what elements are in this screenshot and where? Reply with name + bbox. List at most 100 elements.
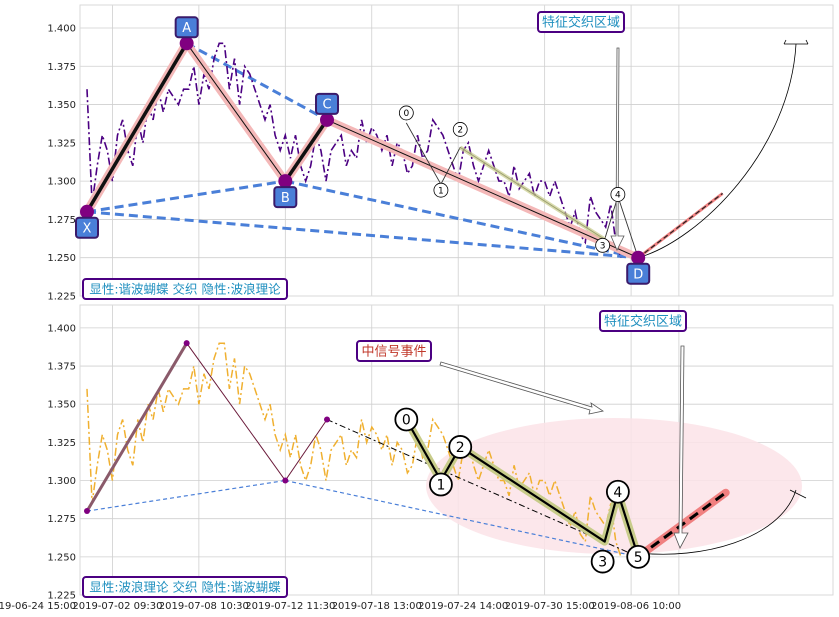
wave-label-0: 0 bbox=[394, 407, 419, 432]
wave-label-2-circle bbox=[448, 435, 473, 459]
pattern-label-a: A bbox=[174, 16, 199, 39]
pattern-label-b: B bbox=[273, 186, 298, 209]
price-series-line bbox=[86, 342, 622, 558]
pattern-point-dot bbox=[631, 250, 646, 265]
wave-label-5-text: 5 bbox=[634, 550, 643, 566]
pattern-label-b-text: B bbox=[281, 191, 290, 206]
projection-curve bbox=[638, 43, 797, 259]
pattern-label-d-box bbox=[626, 262, 651, 285]
pattern-label-b-box bbox=[273, 186, 298, 209]
y-tick-label: 1.400 bbox=[47, 323, 76, 334]
pattern-label-d: D bbox=[626, 262, 651, 285]
price-series-line bbox=[86, 42, 622, 258]
y-tick-label: 1.300 bbox=[47, 476, 76, 487]
plot-frame bbox=[79, 4, 834, 297]
zone-arrow bbox=[610, 47, 625, 251]
pattern-label-x-box bbox=[75, 216, 99, 239]
pattern-leg bbox=[186, 43, 286, 182]
pattern-label-d-text: D bbox=[633, 267, 643, 282]
pattern-point-dot bbox=[84, 508, 90, 515]
wave-label-4-text: 4 bbox=[613, 485, 622, 501]
pattern-point-dot bbox=[320, 112, 335, 127]
pattern-label-a-box bbox=[174, 16, 199, 39]
y-tick-label: 1.275 bbox=[47, 215, 76, 226]
y-tick-label: 1.325 bbox=[47, 138, 76, 149]
pattern-point-dot bbox=[282, 477, 289, 484]
signal-label: 中信号事件 bbox=[356, 340, 432, 362]
wave-label-0-text: 0 bbox=[403, 109, 409, 119]
x-tick-label: 2019-06-24 15:00 bbox=[0, 601, 76, 612]
wave-label-3-circle bbox=[590, 549, 615, 574]
pattern-label-c: C bbox=[315, 92, 340, 115]
y-tick-label: 1.225 bbox=[47, 292, 76, 303]
zone-label-top-box bbox=[537, 11, 625, 33]
pattern-point-dot bbox=[324, 416, 331, 423]
wave-path bbox=[405, 418, 640, 558]
pattern-label-c-box bbox=[315, 92, 340, 115]
zone-label-top-text: 特征交织区域 bbox=[542, 15, 620, 31]
panel-top-axes: 1.225 1.250 1.275 1.300 1.325 1.350 1.375 1.400 bbox=[47, 4, 834, 303]
zone-label-bottom-box bbox=[599, 310, 687, 332]
y-tick-label: 1.300 bbox=[47, 177, 76, 188]
y-tick-label: 1.250 bbox=[47, 253, 76, 264]
x-tick-label: 2019-07-30 15:00 bbox=[505, 601, 595, 612]
wave-label-2: 2 bbox=[448, 435, 473, 459]
pattern-label-c-text: C bbox=[322, 98, 331, 113]
pattern-label-x-text: X bbox=[83, 221, 92, 236]
wave-label-4-text: 4 bbox=[615, 191, 621, 201]
zone-label-bottom-text: 特征交织区域 bbox=[604, 314, 682, 330]
wave-label-4-circle bbox=[610, 187, 626, 202]
pattern-leg bbox=[283, 118, 329, 183]
pattern-point-dot bbox=[278, 174, 293, 189]
wave-label-3-circle bbox=[595, 237, 611, 253]
wave-label-3: 3 bbox=[595, 237, 611, 253]
wave-label-2: 2 bbox=[452, 122, 468, 137]
curve-cap bbox=[783, 39, 809, 45]
harmonic-dashed-line bbox=[86, 210, 639, 260]
x-tick-label: 2019-07-24 14:00 bbox=[418, 601, 508, 612]
zone-label-bottom: 特征交织区域 bbox=[599, 310, 687, 332]
wave-label-3: 3 bbox=[590, 549, 615, 574]
pattern-leg bbox=[85, 342, 188, 512]
caption-top-text: 显性:谐波蝴蝶 交织 隐性:波浪理论 bbox=[89, 282, 281, 297]
y-tick-label: 1.275 bbox=[47, 514, 76, 525]
caption-top-box bbox=[82, 278, 288, 300]
x-tick-label: 2019-07-02 09:30 bbox=[72, 601, 162, 612]
projection-curve bbox=[638, 489, 797, 555]
wave-label-0-circle bbox=[398, 105, 414, 121]
y-tick-label: 1.350 bbox=[47, 400, 76, 411]
pattern-point-dot bbox=[183, 340, 190, 347]
y-tick-label: 1.225 bbox=[47, 591, 76, 602]
wave-label-4: 4 bbox=[610, 187, 626, 202]
caption-bottom: 显性:波浪理论 交织 隐性:谐波蝴蝶 bbox=[82, 576, 288, 598]
y-tick-label: 1.375 bbox=[47, 62, 76, 73]
signal-arrow bbox=[439, 361, 605, 415]
projection-line bbox=[637, 192, 723, 259]
x-tick-label: 2019-07-12 11:30 bbox=[245, 601, 335, 612]
caption-top: 显性:谐波蝴蝶 交织 隐性:波浪理论 bbox=[82, 278, 288, 300]
zone-label-top: 特征交织区域 bbox=[537, 11, 625, 33]
pattern-label-a-text: A bbox=[182, 21, 191, 36]
wave-label-0-text: 0 bbox=[402, 413, 411, 429]
wave-label-0-circle bbox=[394, 407, 419, 432]
wave-label-2-circle bbox=[452, 122, 468, 137]
signal-label-box bbox=[356, 340, 432, 362]
pattern-leg bbox=[85, 42, 189, 213]
pattern-point-dot bbox=[179, 36, 194, 51]
wave-label-2-text: 2 bbox=[456, 440, 465, 456]
y-tick-label: 1.375 bbox=[47, 362, 76, 373]
wave-label-3-text: 3 bbox=[600, 242, 606, 252]
x-tick-label: 2019-08-06 10:00 bbox=[591, 601, 681, 612]
x-tick-label: 2019-07-08 10:30 bbox=[159, 601, 249, 612]
y-tick-label: 1.350 bbox=[47, 100, 76, 111]
zone-arrow bbox=[673, 345, 689, 549]
curve-cap bbox=[789, 489, 807, 499]
signal-label-text: 中信号事件 bbox=[361, 345, 426, 360]
caption-bottom-box bbox=[82, 576, 288, 598]
wave-label-5: 5 bbox=[626, 544, 651, 569]
wave-label-1-circle bbox=[429, 472, 453, 497]
